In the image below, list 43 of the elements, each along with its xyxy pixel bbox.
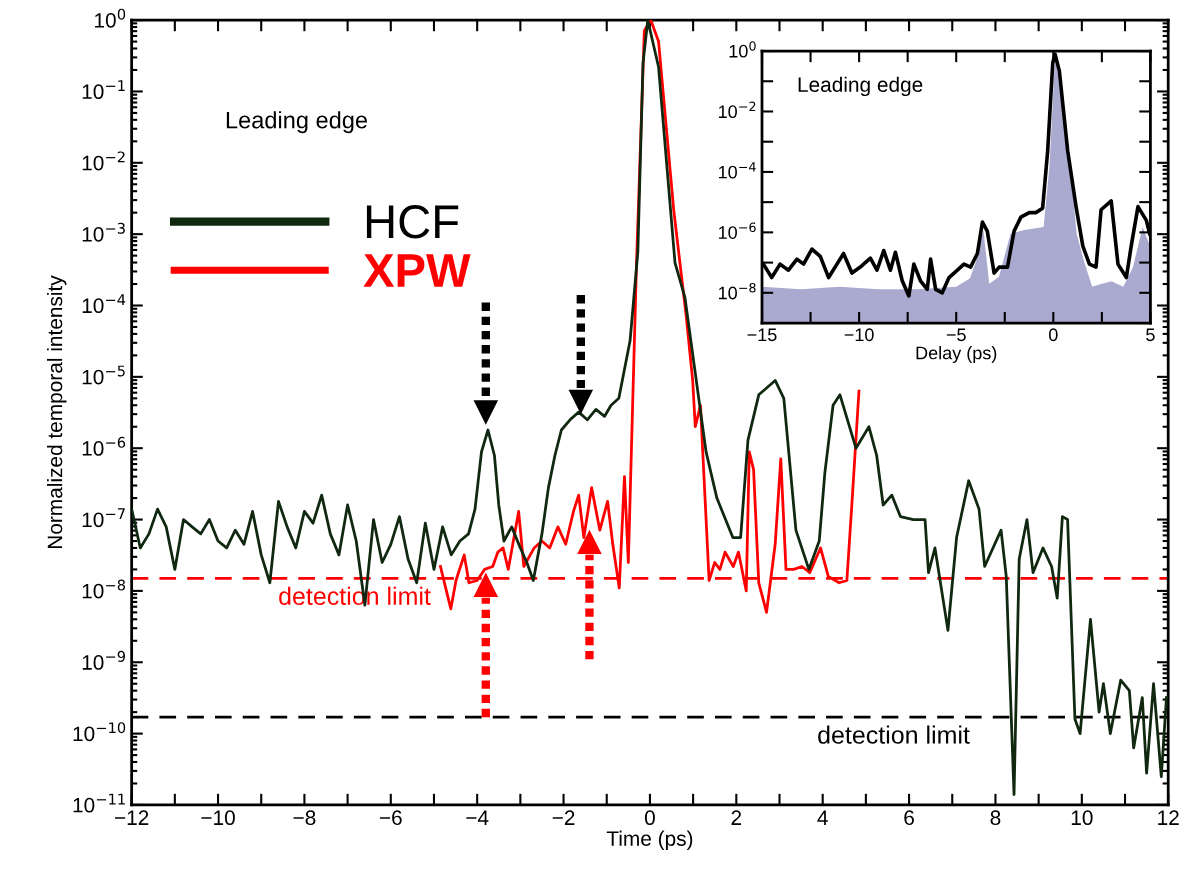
annotation: Leading edge [226,111,368,134]
x-tick-label: 2 [731,810,742,825]
y-tick-label: 10$^{−9}$ [82,650,125,670]
legend-label: XPW [363,254,471,287]
x-tick-label: 5 [1146,328,1155,342]
x-tick-label: 6 [904,810,914,826]
x-tick-label: 8 [990,810,1001,826]
y-axis-title: Normalized temporal intensity [47,275,67,549]
y-tick-label: 10$^{−4}$ [82,294,126,314]
x-tick-label: 4 [817,810,828,825]
x-tick-label: 0 [1049,328,1058,342]
x-tick-label: −10 [844,328,874,342]
y-tick-label: 10$^{−8}$ [718,282,756,300]
y-tick-label: 10$^{−10}$ [73,722,126,742]
x-axis-title: Time (ps) [606,830,693,851]
y-tick-label: 10$^{−2}$ [718,101,756,119]
annotation: Leading edge [798,76,923,97]
x-tick-label: −6 [379,810,402,826]
y-tick-label: 10$^{−11}$ [73,793,125,813]
ref-line-label: detection limit [818,725,970,744]
y-tick-label: 10$^{−8}$ [82,579,126,599]
y-tick-label: 10$^{−4}$ [718,162,756,179]
x-tick-label: −15 [747,328,777,342]
y-tick-label: 10$^{−7}$ [82,508,125,528]
y-tick-label: 10$^{−6}$ [82,436,126,456]
x-tick-label: −2 [552,810,575,825]
y-tick-label: 10$^{0}$ [95,8,126,28]
x-axis-title: Delay (ps) [916,346,997,363]
y-tick-label: 10$^{0}$ [729,41,756,58]
x-tick-label: 12 [1158,810,1179,825]
x-tick-label: −10 [201,810,235,826]
y-tick-label: 10$^{−5}$ [82,365,125,385]
legend-label: HCF [366,205,459,239]
y-tick-label: 10$^{−1}$ [82,80,125,100]
x-tick-label: 10 [1071,810,1093,826]
x-tick-label: −8 [293,810,316,826]
x-tick-label: −12 [115,810,149,825]
y-tick-label: 10$^{−3}$ [82,222,125,242]
x-tick-label: −4 [466,810,489,825]
y-tick-label: 10$^{−6}$ [718,222,756,239]
x-tick-label: −5 [946,328,966,342]
x-tick-label: 0 [644,810,655,826]
y-tick-label: 10$^{−2}$ [82,151,125,171]
